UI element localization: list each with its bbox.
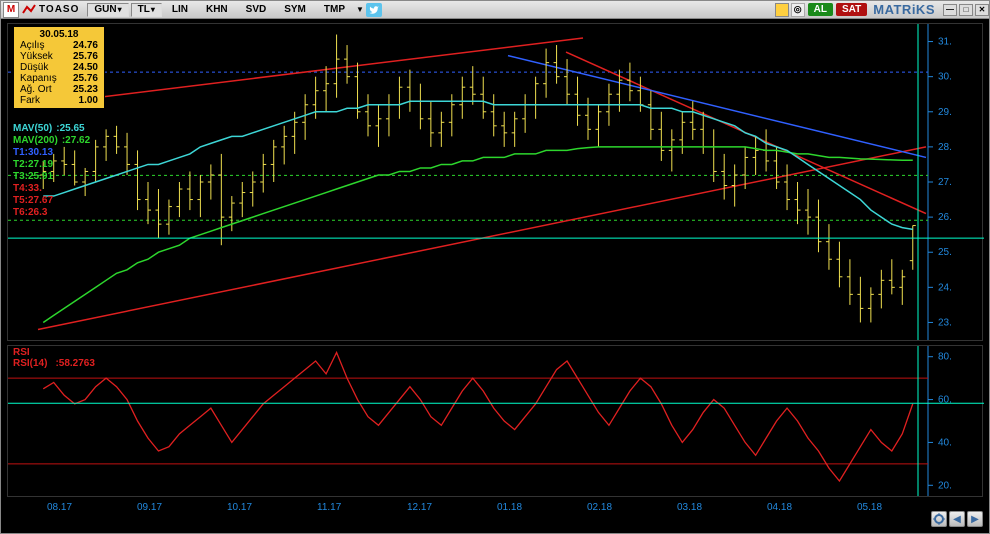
xaxis-tick: 05.18	[857, 502, 882, 513]
svg-text:30.: 30.	[938, 72, 952, 83]
ohlc-label: Kapanış	[20, 73, 57, 84]
ohlc-date: 30.05.18	[20, 29, 98, 40]
xaxis-tick: 11.17	[317, 502, 341, 513]
toolbar-btn-tmp[interactable]: TMP	[316, 3, 353, 17]
rsi-chart[interactable]: 20. 40. 60. 80.	[7, 345, 983, 497]
indicator-labels: MAV(50) :25.65MAV(200) :27.62 T1:30.13T2:27…	[13, 123, 90, 219]
rsi-labels: RSI RSI(14) :58.2763	[13, 347, 95, 369]
indicator-row: T5:27.67	[13, 195, 90, 207]
xaxis-tick: 12.17	[407, 502, 432, 513]
ohlc-label: Ağ. Ort	[20, 84, 52, 95]
time-axis: 08.17 09.17 10.17 11.17 12.17 01.18 02.18 03.18…	[7, 499, 983, 519]
ohlc-value: 25.76	[73, 73, 98, 84]
ohlc-value: 1.00	[79, 95, 98, 106]
indicator-row: T3:25.91	[13, 171, 90, 183]
svg-text:25.: 25.	[938, 247, 952, 258]
svg-text:28.: 28.	[938, 142, 952, 153]
buy-badge[interactable]: AL	[808, 3, 833, 16]
xaxis-tick: 04.18	[767, 502, 792, 513]
svg-text:24.: 24.	[938, 282, 952, 293]
svg-text:29.: 29.	[938, 107, 952, 118]
indicator-value: :25.65	[56, 123, 84, 135]
svg-text:23.: 23.	[938, 317, 952, 328]
toolbar: M TOASO GUN▾TL▾LINKHNSVDSYMTMP ▼ ◎ AL SA…	[1, 1, 989, 19]
svg-text:27.: 27.	[938, 177, 952, 188]
toolbar-left: M TOASO GUN▾TL▾LINKHNSVDSYMTMP ▼	[1, 2, 773, 18]
svg-text:60.: 60.	[938, 395, 952, 406]
indicator-row: T2:27.19	[13, 159, 90, 171]
minimize-icon[interactable]: ―	[943, 4, 957, 16]
xaxis-tick: 08.17	[47, 502, 72, 513]
ticker-symbol[interactable]: TOASO	[39, 4, 79, 15]
svg-text:80.: 80.	[938, 352, 952, 363]
ohlc-panel: 30.05.18 Açılış 24.76 Yüksek 25.76 Düşük 24.5…	[13, 26, 105, 109]
rsi-name: RSI(14)	[13, 358, 47, 369]
twitter-icon[interactable]	[366, 3, 382, 17]
dropdown-icon[interactable]: ▼	[356, 5, 364, 14]
toolbar-btn-khn[interactable]: KHN	[198, 3, 236, 17]
indicator-name: T1:30.13	[13, 147, 53, 159]
toolbar-buttons: GUN▾TL▾LINKHNSVDSYMTMP	[87, 3, 355, 17]
rsi-value: :58.2763	[55, 358, 94, 369]
xaxis-tick: 02.18	[587, 502, 612, 513]
price-chart[interactable]: 23. 24. 25. 26. 27. 28. 29. 30. 31.	[7, 23, 983, 341]
indicator-name: T6:26.3	[13, 207, 47, 219]
rsi-title: RSI	[13, 347, 95, 358]
toolbar-btn-svd[interactable]: SVD	[238, 3, 275, 17]
toolbar-btn-sym[interactable]: SYM	[276, 3, 314, 17]
ohlc-value: 25.76	[73, 51, 98, 62]
toolbar-btn-tl[interactable]: TL▾	[131, 3, 162, 17]
indicator-row: MAV(50) :25.65	[13, 123, 90, 135]
ohlc-row: Yüksek 25.76	[20, 51, 98, 62]
chart-icon[interactable]	[22, 3, 36, 17]
ohlc-row: Kapanış 25.76	[20, 73, 98, 84]
ohlc-label: Yüksek	[20, 51, 53, 62]
indicator-row: T1:30.13	[13, 147, 90, 159]
indicator-name: T5:27.67	[13, 195, 53, 207]
brand-label: MATRiKS	[873, 2, 935, 17]
ohlc-row: Düşük 24.50	[20, 62, 98, 73]
indicator-name: T4:33.	[13, 183, 42, 195]
indicator-name: T2:27.19	[13, 159, 53, 171]
indicator-name: MAV(200)	[13, 135, 58, 147]
indicator-name: MAV(50)	[13, 123, 52, 135]
corner-controls: ◀ ▶	[931, 511, 983, 527]
ohlc-label: Fark	[20, 95, 40, 106]
ohlc-row: Fark 1.00	[20, 95, 98, 106]
indicator-row: T4:33.	[13, 183, 90, 195]
indicator-row: MAV(200) :27.62	[13, 135, 90, 147]
svg-text:26.: 26.	[938, 212, 952, 223]
svg-text:40.: 40.	[938, 437, 952, 448]
scroll-left-icon[interactable]: ◀	[949, 511, 965, 527]
ohlc-label: Düşük	[20, 62, 48, 73]
indicator-name: T3:25.91	[13, 171, 53, 183]
tool-button[interactable]	[931, 511, 947, 527]
ohlc-value: 24.50	[73, 62, 98, 73]
target-icon[interactable]: ◎	[791, 3, 805, 17]
refresh-icon[interactable]	[775, 3, 789, 17]
toolbar-right: ◎ AL SAT MATRiKS ― □ ✕	[773, 2, 989, 17]
xaxis-tick: 09.17	[137, 502, 162, 513]
indicator-value: :27.62	[62, 135, 90, 147]
close-icon[interactable]: ✕	[975, 4, 989, 16]
ohlc-label: Açılış	[20, 40, 44, 51]
xaxis-tick: 10.17	[227, 502, 252, 513]
app-logo-icon[interactable]: M	[3, 2, 19, 18]
toolbar-btn-gun[interactable]: GUN▾	[87, 3, 128, 17]
maximize-icon[interactable]: □	[959, 4, 973, 16]
scroll-right-icon[interactable]: ▶	[967, 511, 983, 527]
ohlc-row: Açılış 24.76	[20, 40, 98, 51]
xaxis-tick: 03.18	[677, 502, 702, 513]
svg-text:31.: 31.	[938, 37, 952, 48]
sell-badge[interactable]: SAT	[836, 3, 867, 16]
ohlc-row: Ağ. Ort 25.23	[20, 84, 98, 95]
toolbar-btn-lin[interactable]: LIN	[164, 3, 196, 17]
ohlc-value: 25.23	[73, 84, 98, 95]
svg-text:20.: 20.	[938, 480, 952, 491]
indicator-row: T6:26.3	[13, 207, 90, 219]
ohlc-value: 24.76	[73, 40, 98, 51]
xaxis-tick: 01.18	[497, 502, 522, 513]
